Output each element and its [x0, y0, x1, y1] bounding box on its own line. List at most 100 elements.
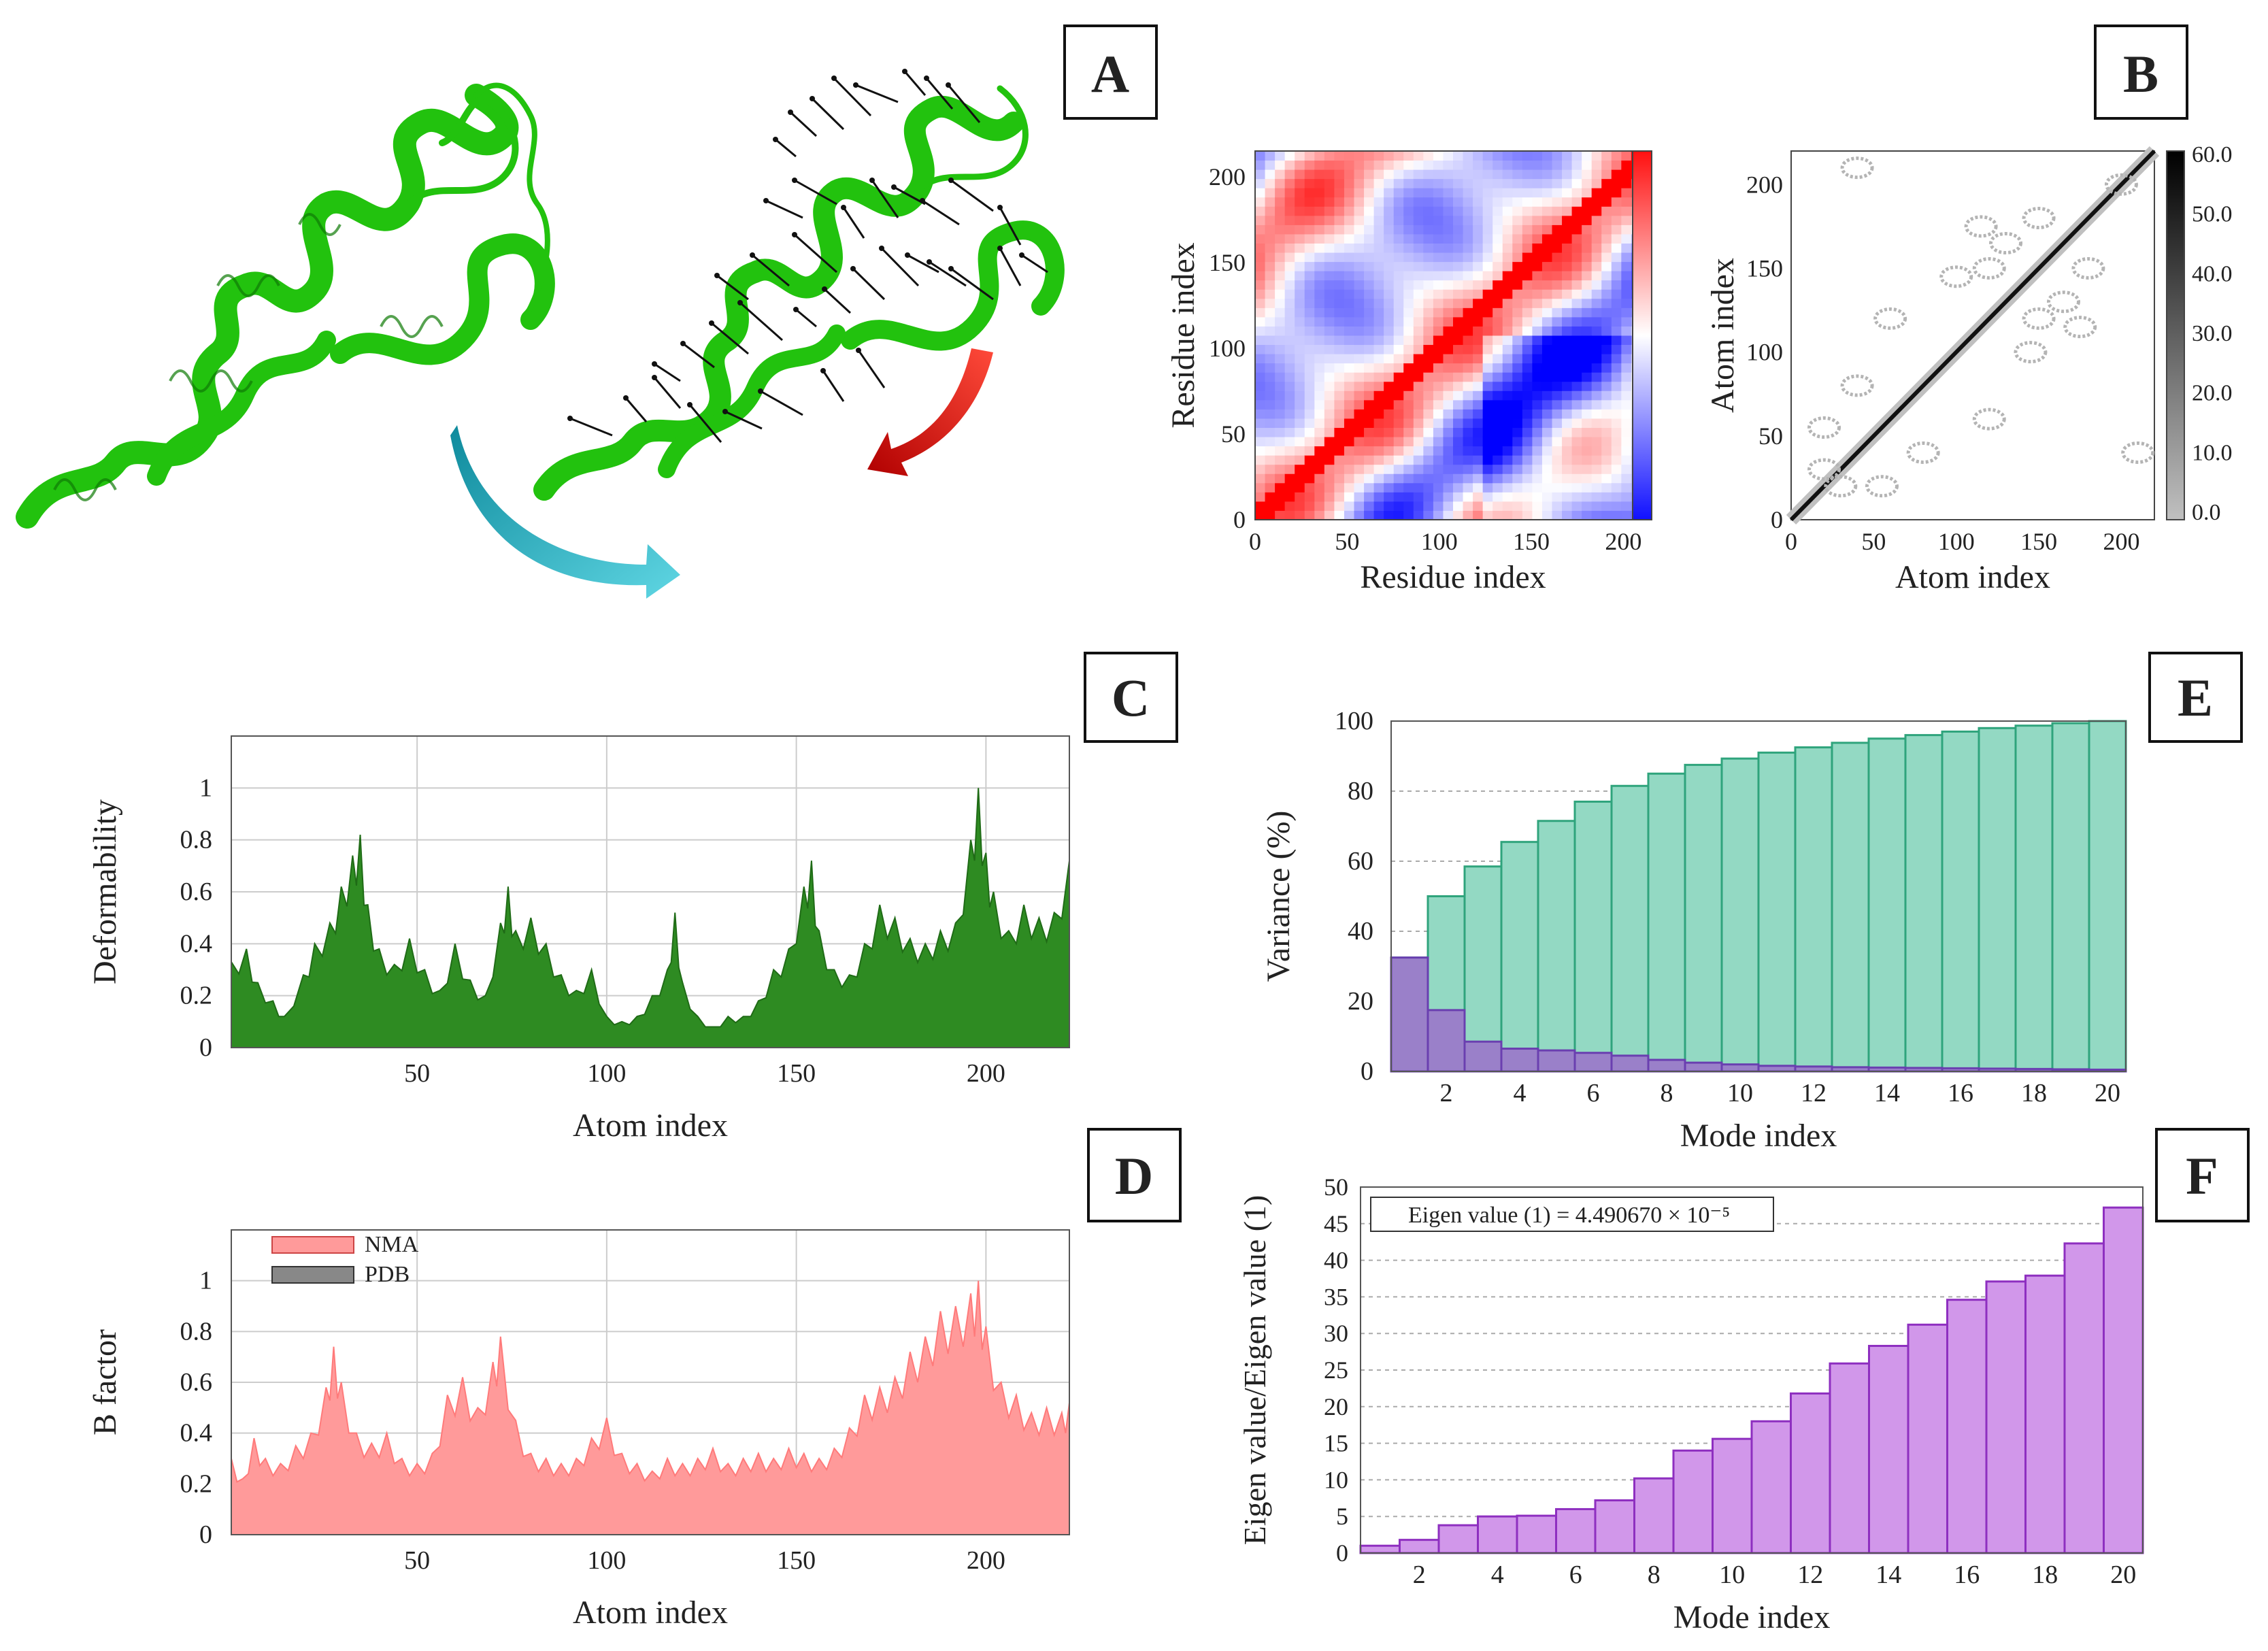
heatmap-cell	[1413, 363, 1424, 373]
heatmap-cell	[1582, 233, 1592, 244]
heatmap-cell	[1522, 464, 1533, 474]
individual-variance-bar	[1610, 1054, 1650, 1073]
heatmap-cell	[1482, 418, 1493, 428]
heatmap-cell	[1562, 437, 1573, 447]
heatmap-cell	[1502, 335, 1513, 346]
individual-variance-bar	[1573, 1052, 1613, 1073]
heatmap-cell	[1324, 381, 1335, 391]
heatmap-cell	[1364, 298, 1375, 308]
heatmap-cell	[1482, 243, 1493, 253]
heatmap-cell	[1453, 354, 1464, 364]
heatmap-cell	[1482, 437, 1493, 447]
heatmap-cell	[1532, 482, 1543, 493]
heatmap-cell	[1384, 298, 1395, 308]
heatmap-cell	[1502, 409, 1513, 419]
heatmap-cell	[1473, 206, 1484, 216]
heatmap-cell	[1473, 316, 1484, 327]
heatmap-cell	[1344, 215, 1354, 225]
heatmap-cell	[1423, 289, 1434, 299]
heatmap-cell	[1304, 169, 1315, 180]
heatmap-cell	[1433, 252, 1444, 263]
panel-a-protein-right	[533, 69, 1065, 501]
heatmap-cell	[1492, 390, 1503, 401]
heatmap-cell	[1453, 243, 1464, 253]
heatmap-cell	[1562, 224, 1573, 235]
heatmap-cell	[1591, 224, 1602, 235]
heatmap-cell	[1621, 409, 1632, 419]
heatmap-cell	[1373, 510, 1384, 520]
heatmap-cell	[1433, 316, 1444, 327]
y-tick-label: 0.2	[180, 982, 213, 1010]
heatmap-cell	[1453, 280, 1464, 290]
heatmap-cell	[1255, 261, 1266, 271]
panel-labels: A B C E D F	[1063, 24, 2250, 1222]
heatmap-cell	[1492, 427, 1503, 437]
heatmap-cell	[1591, 381, 1602, 391]
heatmap-cell	[1384, 501, 1395, 511]
heatmap-cell	[1384, 427, 1395, 437]
heatmap-cell	[1393, 464, 1404, 474]
heatmap-cell	[1482, 344, 1493, 354]
heatmap-cell	[1552, 326, 1563, 336]
eigenvalue-bar	[1437, 1524, 1479, 1554]
heatmap-cell	[1364, 316, 1375, 327]
heatmap-cell	[1601, 455, 1612, 465]
heatmap-cell	[1384, 344, 1395, 354]
heatmap-cell	[1295, 271, 1305, 281]
heatmap-cell	[1284, 372, 1295, 382]
heatmap-cell	[1324, 307, 1335, 318]
x-tick-label: 12	[1797, 1561, 1823, 1589]
heatmap-cell	[1492, 473, 1503, 484]
heatmap-cell	[1512, 446, 1523, 456]
contact-cluster	[2047, 290, 2080, 314]
heatmap-cell	[1512, 233, 1523, 244]
heatmap-cell	[1473, 243, 1484, 253]
heatmap-cell	[1295, 178, 1305, 188]
heatmap-cell	[1354, 381, 1365, 391]
heatmap-cell	[1413, 492, 1424, 502]
heatmap-cell	[1552, 418, 1563, 428]
heatmap-cell	[1552, 178, 1563, 188]
heatmap-cell	[1384, 197, 1395, 207]
heatmap-cell	[1541, 390, 1552, 401]
heatmap-cell	[1354, 252, 1365, 263]
heatmap-cell	[1443, 197, 1454, 207]
heatmap-cell	[1413, 381, 1424, 391]
heatmap-cell	[1463, 335, 1473, 346]
x-tick-label: 12	[1801, 1079, 1827, 1107]
heatmap-cell	[1275, 464, 1286, 474]
heatmap-cell	[1403, 482, 1414, 493]
heatmap-cell	[1284, 464, 1295, 474]
heatmap-cell	[1275, 354, 1286, 364]
heatmap-cell	[1621, 510, 1632, 520]
heatmap-cell	[1562, 316, 1573, 327]
individual-variance-bar	[1500, 1048, 1539, 1073]
heatmap-cell	[1255, 280, 1266, 290]
heatmap-cell	[1532, 215, 1543, 225]
heatmap-cell	[1541, 307, 1552, 318]
heatmap-cell	[1482, 280, 1493, 290]
motion-vector-head	[652, 361, 657, 367]
heatmap-cell	[1562, 261, 1573, 271]
heatmap-cell	[1324, 427, 1335, 437]
heatmap-cell	[1314, 160, 1325, 170]
heatmap-cell	[1571, 298, 1582, 308]
heatmap-cell	[1255, 372, 1266, 382]
heatmap-cell	[1601, 261, 1612, 271]
heatmap-cell	[1364, 326, 1375, 336]
heatmap-cell	[1295, 298, 1305, 308]
heatmap-cell	[1571, 446, 1582, 456]
heatmap-cell	[1562, 381, 1573, 391]
heatmap-cell	[1621, 188, 1632, 198]
heatmap-cell	[1354, 271, 1365, 281]
heatmap-cell	[1433, 363, 1444, 373]
heatmap-cell	[1582, 354, 1592, 364]
heatmap-cell	[1611, 197, 1622, 207]
heatmap-cell	[1265, 510, 1275, 520]
heatmap-cell	[1463, 224, 1473, 235]
heatmap-cell	[1502, 169, 1513, 180]
heatmap-cell	[1473, 271, 1484, 281]
heatmap-cell	[1453, 455, 1464, 465]
heatmap-cell	[1403, 409, 1414, 419]
heatmap-cell	[1295, 243, 1305, 253]
